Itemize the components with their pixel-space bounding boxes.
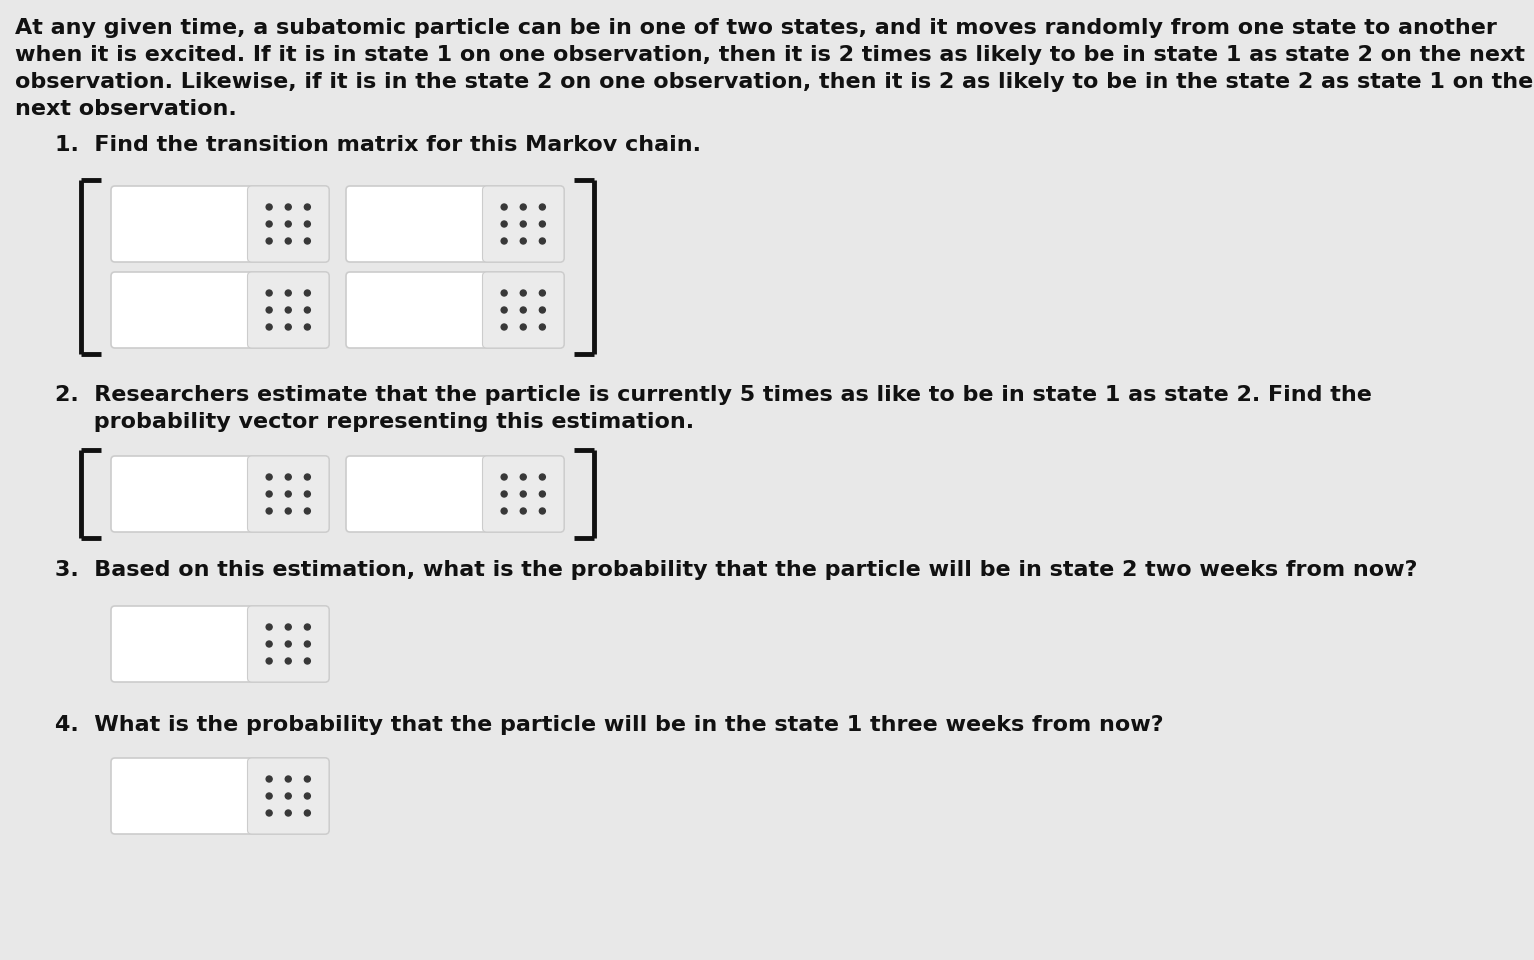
Circle shape bbox=[265, 810, 272, 816]
Circle shape bbox=[304, 658, 310, 664]
Circle shape bbox=[520, 508, 526, 514]
Circle shape bbox=[502, 474, 508, 480]
Text: next observation.: next observation. bbox=[15, 99, 236, 119]
Circle shape bbox=[520, 474, 526, 480]
Circle shape bbox=[502, 324, 508, 330]
Circle shape bbox=[285, 508, 291, 514]
Circle shape bbox=[285, 793, 291, 799]
Circle shape bbox=[285, 307, 291, 313]
FancyBboxPatch shape bbox=[110, 758, 328, 834]
Circle shape bbox=[304, 641, 310, 647]
Circle shape bbox=[265, 793, 272, 799]
Circle shape bbox=[285, 474, 291, 480]
FancyBboxPatch shape bbox=[247, 758, 328, 834]
Circle shape bbox=[520, 238, 526, 244]
FancyBboxPatch shape bbox=[110, 606, 328, 682]
FancyBboxPatch shape bbox=[347, 456, 565, 532]
Text: 1.  Find the transition matrix for this Markov chain.: 1. Find the transition matrix for this M… bbox=[55, 135, 701, 155]
Circle shape bbox=[304, 508, 310, 514]
Circle shape bbox=[540, 324, 546, 330]
Circle shape bbox=[540, 307, 546, 313]
Circle shape bbox=[502, 508, 508, 514]
Text: when it is excited. If it is in state 1 on one observation, then it is 2 times a: when it is excited. If it is in state 1 … bbox=[15, 45, 1525, 65]
Circle shape bbox=[304, 204, 310, 210]
Circle shape bbox=[265, 624, 272, 630]
Circle shape bbox=[265, 324, 272, 330]
Circle shape bbox=[285, 290, 291, 296]
Circle shape bbox=[304, 810, 310, 816]
Circle shape bbox=[265, 290, 272, 296]
Circle shape bbox=[285, 324, 291, 330]
Circle shape bbox=[540, 290, 546, 296]
Circle shape bbox=[265, 307, 272, 313]
Text: 4.  What is the probability that the particle will be in the state 1 three weeks: 4. What is the probability that the part… bbox=[55, 715, 1164, 735]
Circle shape bbox=[285, 221, 291, 227]
Circle shape bbox=[502, 290, 508, 296]
Circle shape bbox=[265, 776, 272, 782]
Circle shape bbox=[540, 221, 546, 227]
Circle shape bbox=[285, 204, 291, 210]
Text: 3.  Based on this estimation, what is the probability that the particle will be : 3. Based on this estimation, what is the… bbox=[55, 560, 1417, 580]
Circle shape bbox=[520, 204, 526, 210]
Circle shape bbox=[502, 204, 508, 210]
Circle shape bbox=[285, 624, 291, 630]
Circle shape bbox=[520, 221, 526, 227]
Circle shape bbox=[265, 221, 272, 227]
Circle shape bbox=[540, 508, 546, 514]
Circle shape bbox=[304, 238, 310, 244]
Circle shape bbox=[304, 307, 310, 313]
FancyBboxPatch shape bbox=[247, 272, 328, 348]
Text: 2.  Researchers estimate that the particle is currently 5 times as like to be in: 2. Researchers estimate that the particl… bbox=[55, 385, 1371, 405]
Circle shape bbox=[304, 491, 310, 497]
Circle shape bbox=[265, 474, 272, 480]
Circle shape bbox=[502, 221, 508, 227]
FancyBboxPatch shape bbox=[483, 272, 565, 348]
FancyBboxPatch shape bbox=[110, 456, 328, 532]
Circle shape bbox=[304, 221, 310, 227]
FancyBboxPatch shape bbox=[483, 186, 565, 262]
FancyBboxPatch shape bbox=[347, 186, 565, 262]
Circle shape bbox=[304, 324, 310, 330]
Circle shape bbox=[520, 324, 526, 330]
Text: At any given time, a subatomic particle can be in one of two states, and it move: At any given time, a subatomic particle … bbox=[15, 18, 1497, 38]
Circle shape bbox=[540, 238, 546, 244]
Circle shape bbox=[540, 491, 546, 497]
Circle shape bbox=[285, 238, 291, 244]
Circle shape bbox=[520, 290, 526, 296]
Circle shape bbox=[265, 204, 272, 210]
FancyBboxPatch shape bbox=[247, 606, 328, 682]
Circle shape bbox=[265, 641, 272, 647]
Circle shape bbox=[304, 793, 310, 799]
Circle shape bbox=[520, 491, 526, 497]
Circle shape bbox=[304, 776, 310, 782]
Circle shape bbox=[285, 641, 291, 647]
Circle shape bbox=[502, 307, 508, 313]
Circle shape bbox=[304, 290, 310, 296]
Circle shape bbox=[285, 658, 291, 664]
Circle shape bbox=[265, 658, 272, 664]
Circle shape bbox=[285, 810, 291, 816]
Text: probability vector representing this estimation.: probability vector representing this est… bbox=[55, 412, 693, 432]
Circle shape bbox=[304, 474, 310, 480]
Circle shape bbox=[304, 624, 310, 630]
Text: observation. Likewise, if it is in the state 2 on one observation, then it is 2 : observation. Likewise, if it is in the s… bbox=[15, 72, 1534, 92]
Circle shape bbox=[520, 307, 526, 313]
Circle shape bbox=[265, 491, 272, 497]
Circle shape bbox=[540, 204, 546, 210]
Circle shape bbox=[285, 491, 291, 497]
FancyBboxPatch shape bbox=[247, 186, 328, 262]
Circle shape bbox=[502, 491, 508, 497]
FancyBboxPatch shape bbox=[483, 456, 565, 532]
Circle shape bbox=[265, 238, 272, 244]
Circle shape bbox=[285, 776, 291, 782]
FancyBboxPatch shape bbox=[110, 186, 328, 262]
Circle shape bbox=[540, 474, 546, 480]
FancyBboxPatch shape bbox=[347, 272, 565, 348]
Circle shape bbox=[265, 508, 272, 514]
Circle shape bbox=[502, 238, 508, 244]
FancyBboxPatch shape bbox=[247, 456, 328, 532]
FancyBboxPatch shape bbox=[110, 272, 328, 348]
